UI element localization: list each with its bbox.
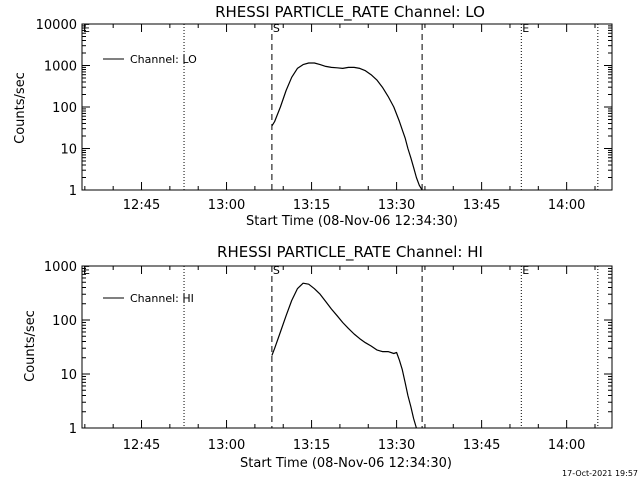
lo-marker-label: S (273, 22, 280, 35)
lo-x-tick-label: 14:00 (548, 198, 585, 213)
lo-x-axis-label: Start Time (08-Nov-06 12:34:30) (246, 214, 458, 229)
hi-x-tick-label: 13:15 (293, 438, 330, 453)
lo-y-tick-label: 1000 (44, 60, 77, 75)
hi-series-line (271, 282, 417, 429)
lo-legend: Channel: LO (103, 53, 197, 66)
lo-y-tick-label: 10 (60, 143, 77, 158)
lo-y-tick-label: 1 (69, 184, 77, 199)
hi-x-axis-label: Start Time (08-Nov-06 12:34:30) (240, 456, 452, 471)
plot-timestamp: 17-Oct-2021 19:57 (562, 469, 638, 478)
lo-y-tick-label: 10000 (36, 18, 77, 33)
lo-x-tick-label: 13:45 (463, 198, 500, 213)
hi-y-tick-label: 1000 (44, 260, 77, 275)
hi-legend-label: Channel: HI (130, 292, 194, 305)
lo-x-tick-label: 12:45 (123, 198, 160, 213)
hi-y-tick-label: 100 (52, 314, 77, 329)
hi-x-tick-label: 13:30 (378, 438, 415, 453)
lo-marker-label: E (83, 22, 90, 35)
hi-y-tick-label: 1 (69, 422, 77, 437)
hi-x-tick-label: 12:45 (123, 438, 160, 453)
lo-y-tick-label: 100 (52, 101, 77, 116)
hi-legend: Channel: HI (103, 292, 194, 305)
hi-marker-label: S (273, 264, 280, 277)
hi-marker-label: E (522, 264, 529, 277)
lo-x-tick-label: 13:30 (378, 198, 415, 213)
hi-y-axis-label: Counts/sec (23, 310, 38, 382)
hi-marker-label: E (83, 264, 90, 277)
hi-chart-title: RHESSI PARTICLE_RATE Channel: HI (217, 243, 483, 262)
lo-series-line (271, 62, 423, 191)
lo-legend-label: Channel: LO (130, 53, 197, 66)
hi-x-tick-label: 13:00 (208, 438, 245, 453)
lo-y-axis-label: Counts/sec (13, 72, 28, 144)
hi-channel-panel: RHESSI PARTICLE_RATE Channel: HI Start T… (23, 243, 613, 471)
lo-x-tick-label: 13:00 (208, 198, 245, 213)
lo-marker-label: E (522, 22, 529, 35)
lo-channel-panel: RHESSI PARTICLE_RATE Channel: LO Start T… (13, 3, 613, 229)
hi-y-tick-label: 10 (60, 368, 77, 383)
hi-x-tick-label: 13:45 (463, 438, 500, 453)
lo-x-tick-label: 13:15 (293, 198, 330, 213)
hi-x-tick-label: 14:00 (548, 438, 585, 453)
lo-chart-title: RHESSI PARTICLE_RATE Channel: LO (215, 3, 485, 22)
